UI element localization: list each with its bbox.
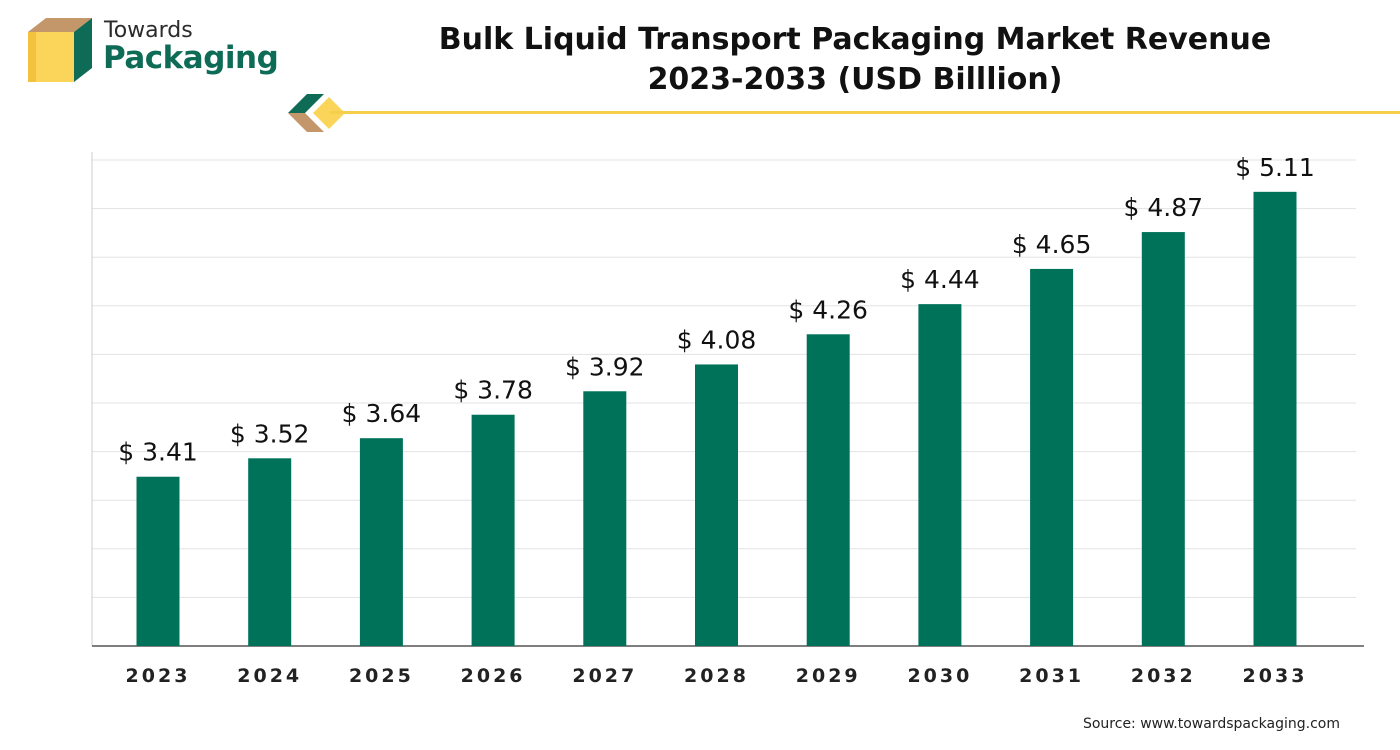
x-tick-label-2026: 2026 bbox=[461, 665, 526, 687]
diamond-divider-icon bbox=[288, 94, 345, 132]
x-tick-label-2030: 2030 bbox=[907, 665, 972, 687]
x-tick-label-2027: 2027 bbox=[572, 665, 637, 687]
x-tick-label-2028: 2028 bbox=[684, 665, 749, 687]
chart-title-line-1: Bulk Liquid Transport Packaging Market R… bbox=[438, 22, 1272, 57]
value-label-2024: $ 3.52 bbox=[230, 419, 310, 448]
x-tick-label-2033: 2033 bbox=[1243, 665, 1308, 687]
x-tick-label-2029: 2029 bbox=[796, 665, 861, 687]
value-label-2033: $ 5.11 bbox=[1235, 153, 1315, 182]
value-label-2026: $ 3.78 bbox=[453, 376, 533, 405]
value-label-2025: $ 3.64 bbox=[342, 399, 422, 428]
bar-2028 bbox=[695, 364, 738, 646]
chart-title: Bulk Liquid Transport Packaging Market R… bbox=[355, 20, 1355, 100]
source-note: Source: www.towardspackaging.com bbox=[1082, 716, 1340, 732]
x-tick-label-2032: 2032 bbox=[1131, 665, 1196, 687]
bar-2031 bbox=[1030, 268, 1074, 646]
logo-text-packaging: Packaging bbox=[103, 40, 279, 76]
bars bbox=[136, 191, 1297, 647]
value-label-2032: $ 4.87 bbox=[1124, 193, 1204, 222]
value-label-2030: $ 4.44 bbox=[900, 265, 980, 294]
x-tick-label-2024: 2024 bbox=[237, 665, 302, 687]
bar-2026 bbox=[471, 414, 515, 646]
value-label-2028: $ 4.08 bbox=[677, 325, 757, 354]
value-label-2029: $ 4.26 bbox=[788, 295, 868, 324]
bar-2024 bbox=[248, 458, 292, 646]
bar-2023 bbox=[136, 476, 180, 646]
logo-text-towards: Towards bbox=[104, 18, 193, 43]
value-labels: $ 3.41 $ 3.52 $ 3.64 $ 3.78 $ 3.92 $ 4.08 $ 4.… bbox=[118, 153, 1315, 467]
value-label-2023: $ 3.41 bbox=[118, 438, 198, 467]
x-tick-labels: 2023 2024 2025 2026 2027 2028 2029 2030 2031 2032… bbox=[126, 665, 1308, 687]
bar-2027 bbox=[583, 391, 627, 646]
x-tick-label-2031: 2031 bbox=[1019, 665, 1084, 687]
bar-2033 bbox=[1253, 191, 1297, 647]
logo: Towards Packaging bbox=[26, 16, 286, 88]
value-label-2027: $ 3.92 bbox=[565, 352, 645, 381]
box-logo-icon bbox=[28, 18, 92, 82]
x-tick-label-2025: 2025 bbox=[349, 665, 414, 687]
bar-2029 bbox=[806, 334, 850, 646]
chart-title-line-2: 2023-2033 (USD Billlion) bbox=[647, 62, 1063, 97]
title-divider-line bbox=[330, 111, 1400, 114]
bar-2025 bbox=[359, 438, 403, 646]
x-tick-label-2023: 2023 bbox=[126, 665, 191, 687]
bar-2032 bbox=[1141, 232, 1185, 646]
value-label-2031: $ 4.65 bbox=[1012, 230, 1092, 259]
bar-2030 bbox=[918, 304, 962, 646]
